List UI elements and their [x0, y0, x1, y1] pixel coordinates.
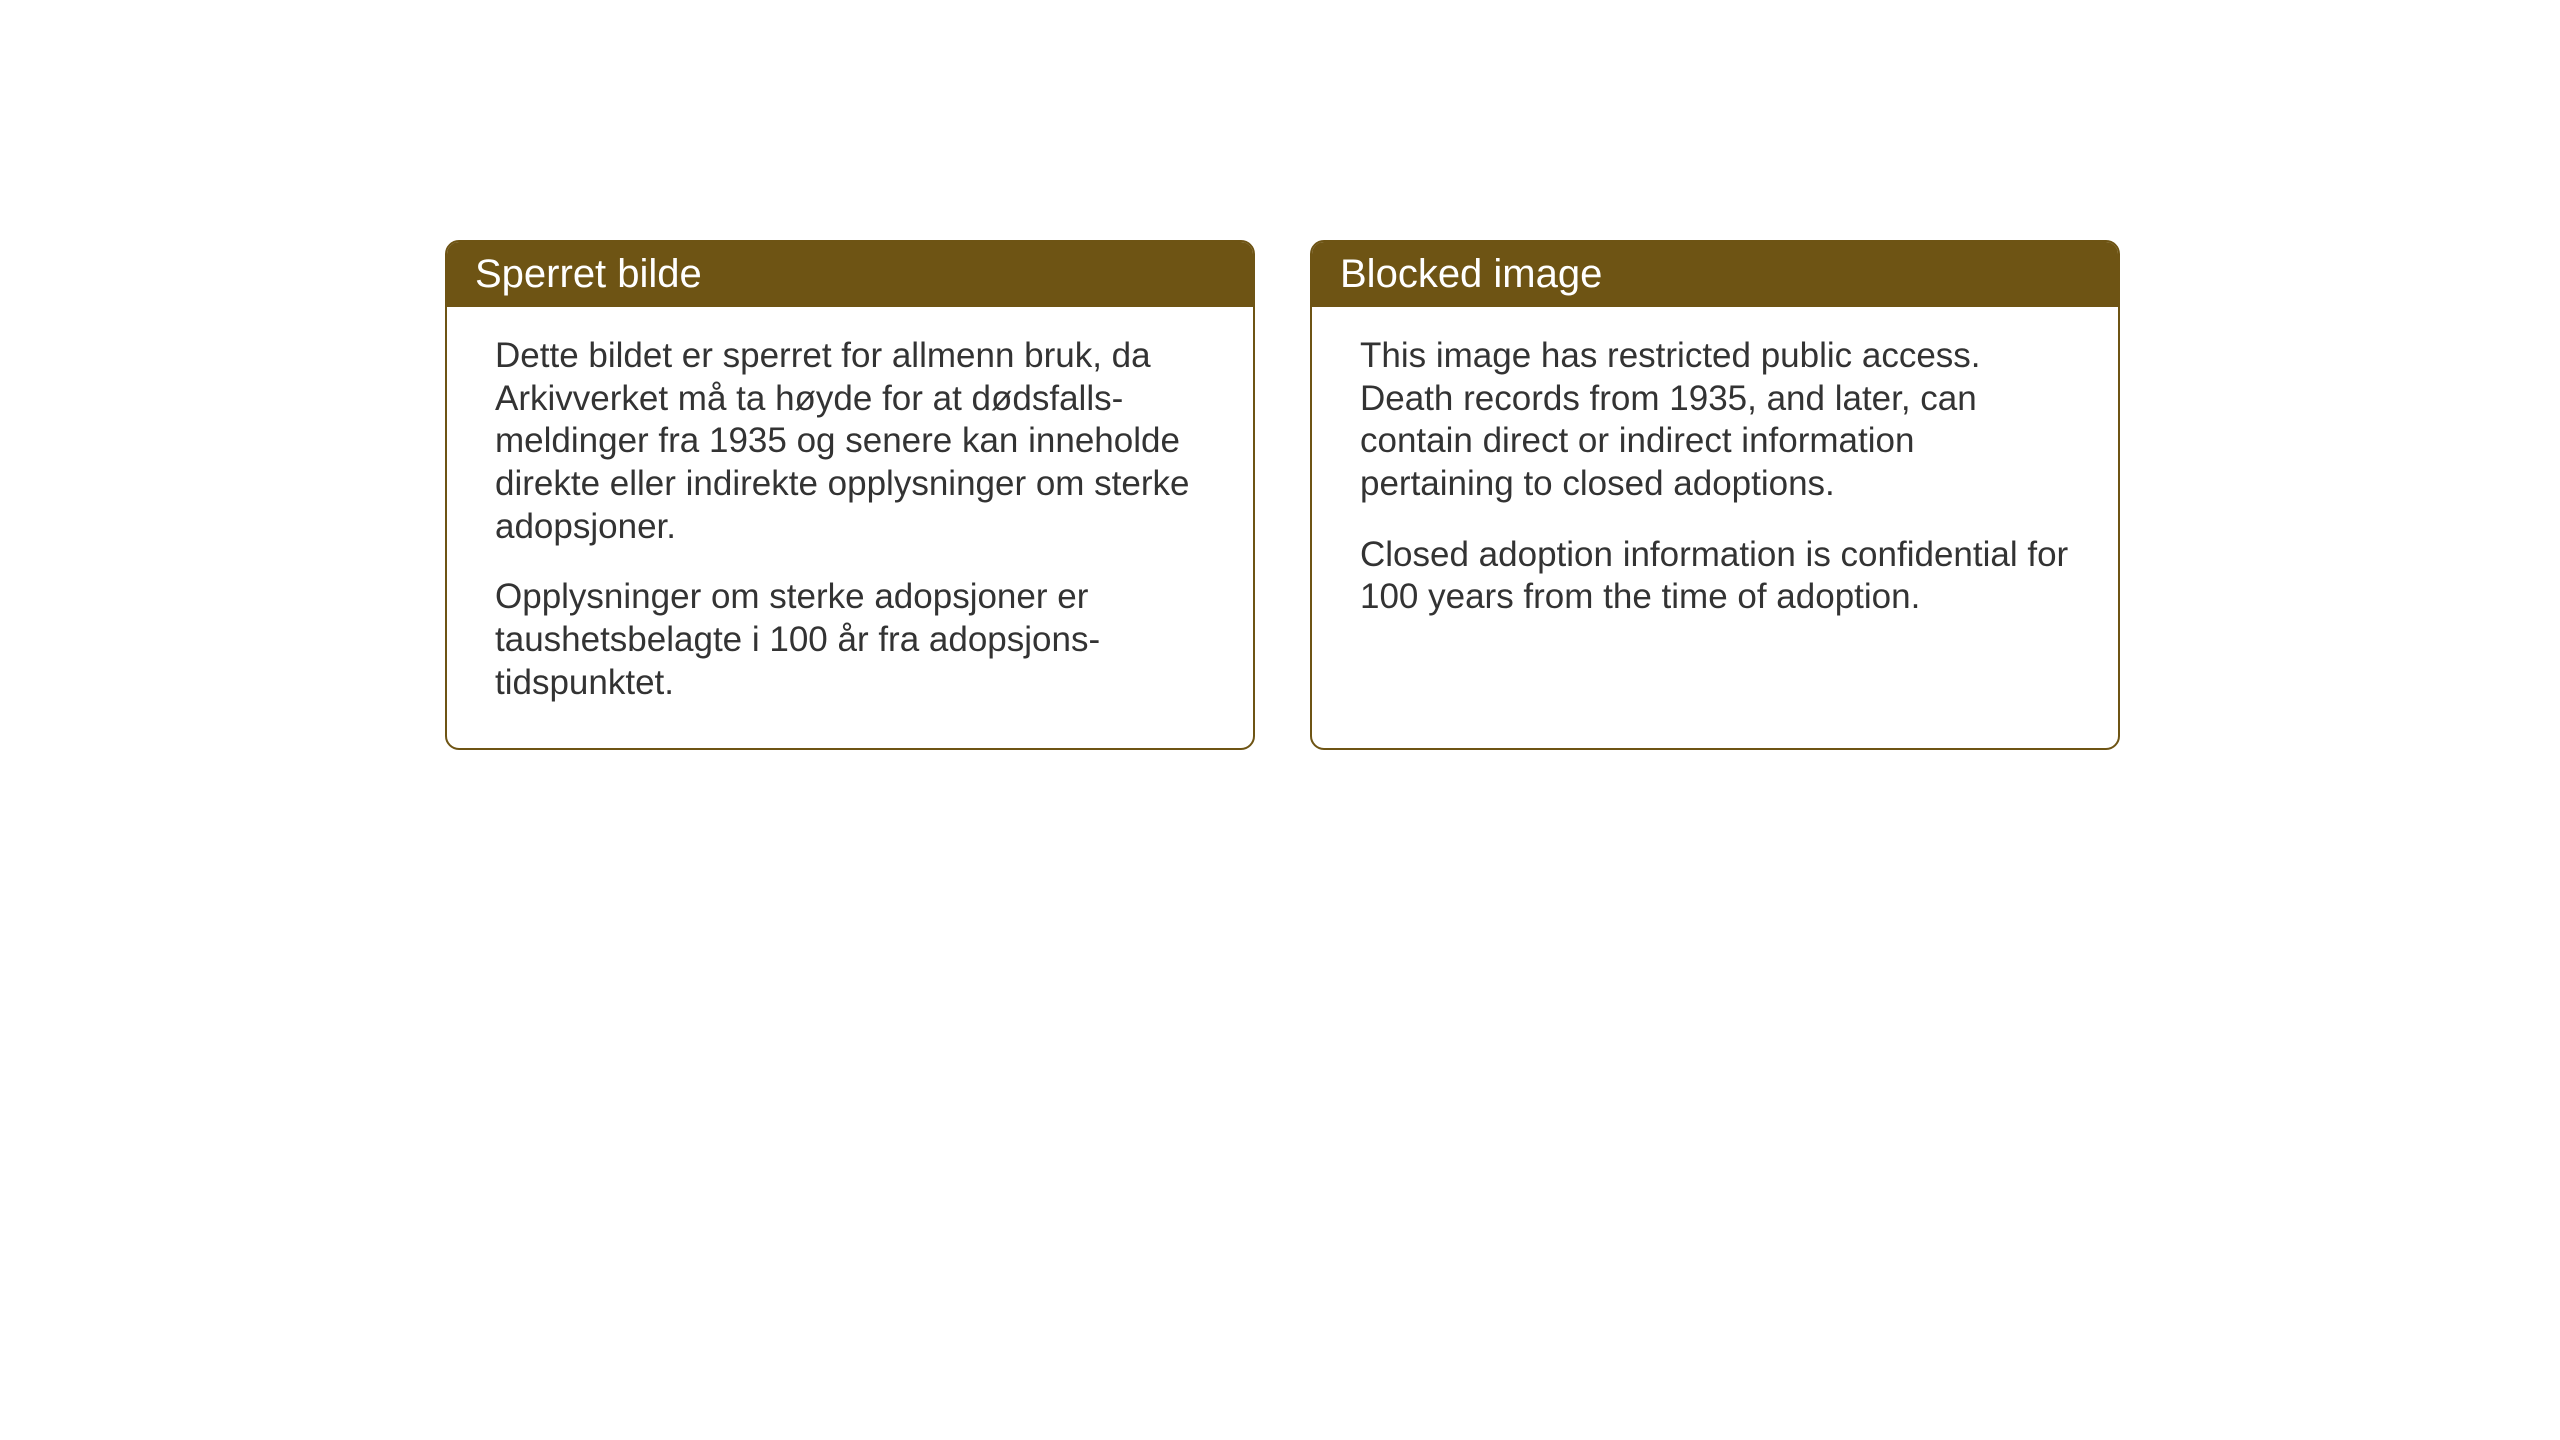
card-english-body: This image has restricted public access.… — [1312, 307, 2118, 655]
card-english-title: Blocked image — [1340, 252, 1602, 296]
card-norwegian-paragraph-2: Opplysninger om sterke adopsjoner er tau… — [495, 576, 1205, 704]
card-norwegian: Sperret bilde Dette bildet er sperret fo… — [445, 240, 1255, 750]
card-english-paragraph-2: Closed adoption information is confident… — [1360, 534, 2070, 619]
card-norwegian-body: Dette bildet er sperret for allmenn bruk… — [447, 307, 1253, 741]
cards-container: Sperret bilde Dette bildet er sperret fo… — [445, 240, 2120, 750]
card-english-paragraph-1: This image has restricted public access.… — [1360, 335, 2070, 506]
card-norwegian-paragraph-1: Dette bildet er sperret for allmenn bruk… — [495, 335, 1205, 548]
card-english: Blocked image This image has restricted … — [1310, 240, 2120, 750]
card-norwegian-header: Sperret bilde — [447, 242, 1253, 307]
card-norwegian-title: Sperret bilde — [475, 252, 702, 296]
card-english-header: Blocked image — [1312, 242, 2118, 307]
